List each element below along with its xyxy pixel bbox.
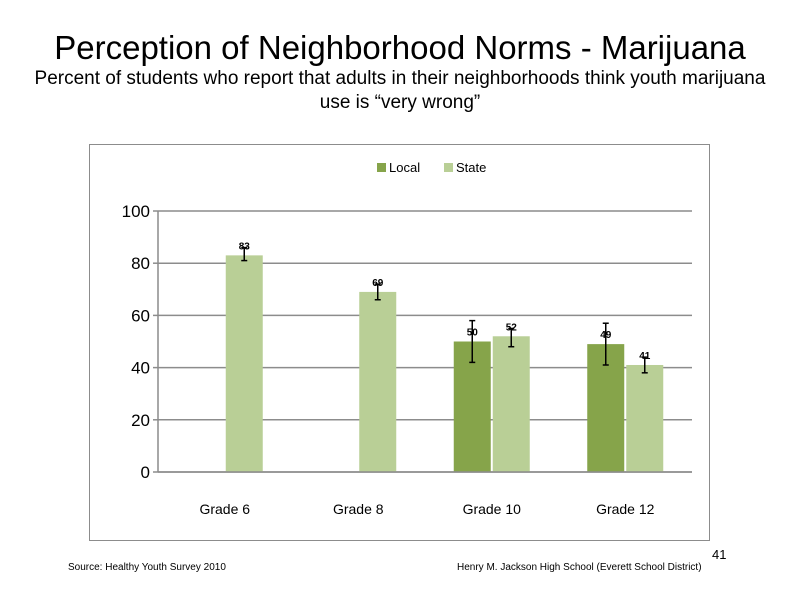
data-label: 49 xyxy=(600,330,612,341)
data-label: 41 xyxy=(639,351,651,362)
slide-subtitle: Percent of students who report that adul… xyxy=(34,68,766,113)
bar-state xyxy=(492,336,530,472)
x-tick-label: Grade 10 xyxy=(463,501,522,517)
chart-area: 0 20 40 60 80 100 Grade 6 83 Grade 8 69 Grade 10 50… xyxy=(89,144,710,541)
x-tick-label: Grade 12 xyxy=(596,501,655,517)
slide-title: Perception of Neighborhood Norms - Marij… xyxy=(54,29,746,66)
bar-state xyxy=(225,255,263,472)
data-label: 52 xyxy=(506,322,518,333)
data-label: 69 xyxy=(372,278,384,289)
x-tick-label: Grade 8 xyxy=(333,501,384,517)
bar-state xyxy=(626,364,664,472)
legend-label-local: Local xyxy=(389,160,420,175)
data-label: 83 xyxy=(239,241,251,252)
bar-local xyxy=(453,341,491,472)
y-tick-label: 0 xyxy=(141,463,150,482)
bar-state xyxy=(359,291,397,472)
data-label: 50 xyxy=(467,328,479,339)
legend-label-state: State xyxy=(456,160,486,175)
y-tick-label: 20 xyxy=(131,411,150,430)
y-tick-label: 100 xyxy=(122,202,150,221)
footer-school: Henry M. Jackson High School (Everett Sc… xyxy=(457,562,702,573)
legend-swatch-state xyxy=(444,163,453,172)
bar-chart: 0 20 40 60 80 100 Grade 6 83 Grade 8 69 Grade 10 50… xyxy=(122,160,692,517)
y-tick-label: 40 xyxy=(131,359,150,378)
footer-source: Source: Healthy Youth Survey 2010 xyxy=(68,562,226,573)
y-tick-label: 80 xyxy=(131,254,150,273)
x-tick-label: Grade 6 xyxy=(199,501,250,517)
page-number: 41 xyxy=(712,547,727,562)
y-tick-label: 60 xyxy=(131,306,150,325)
legend-swatch-local xyxy=(377,163,386,172)
